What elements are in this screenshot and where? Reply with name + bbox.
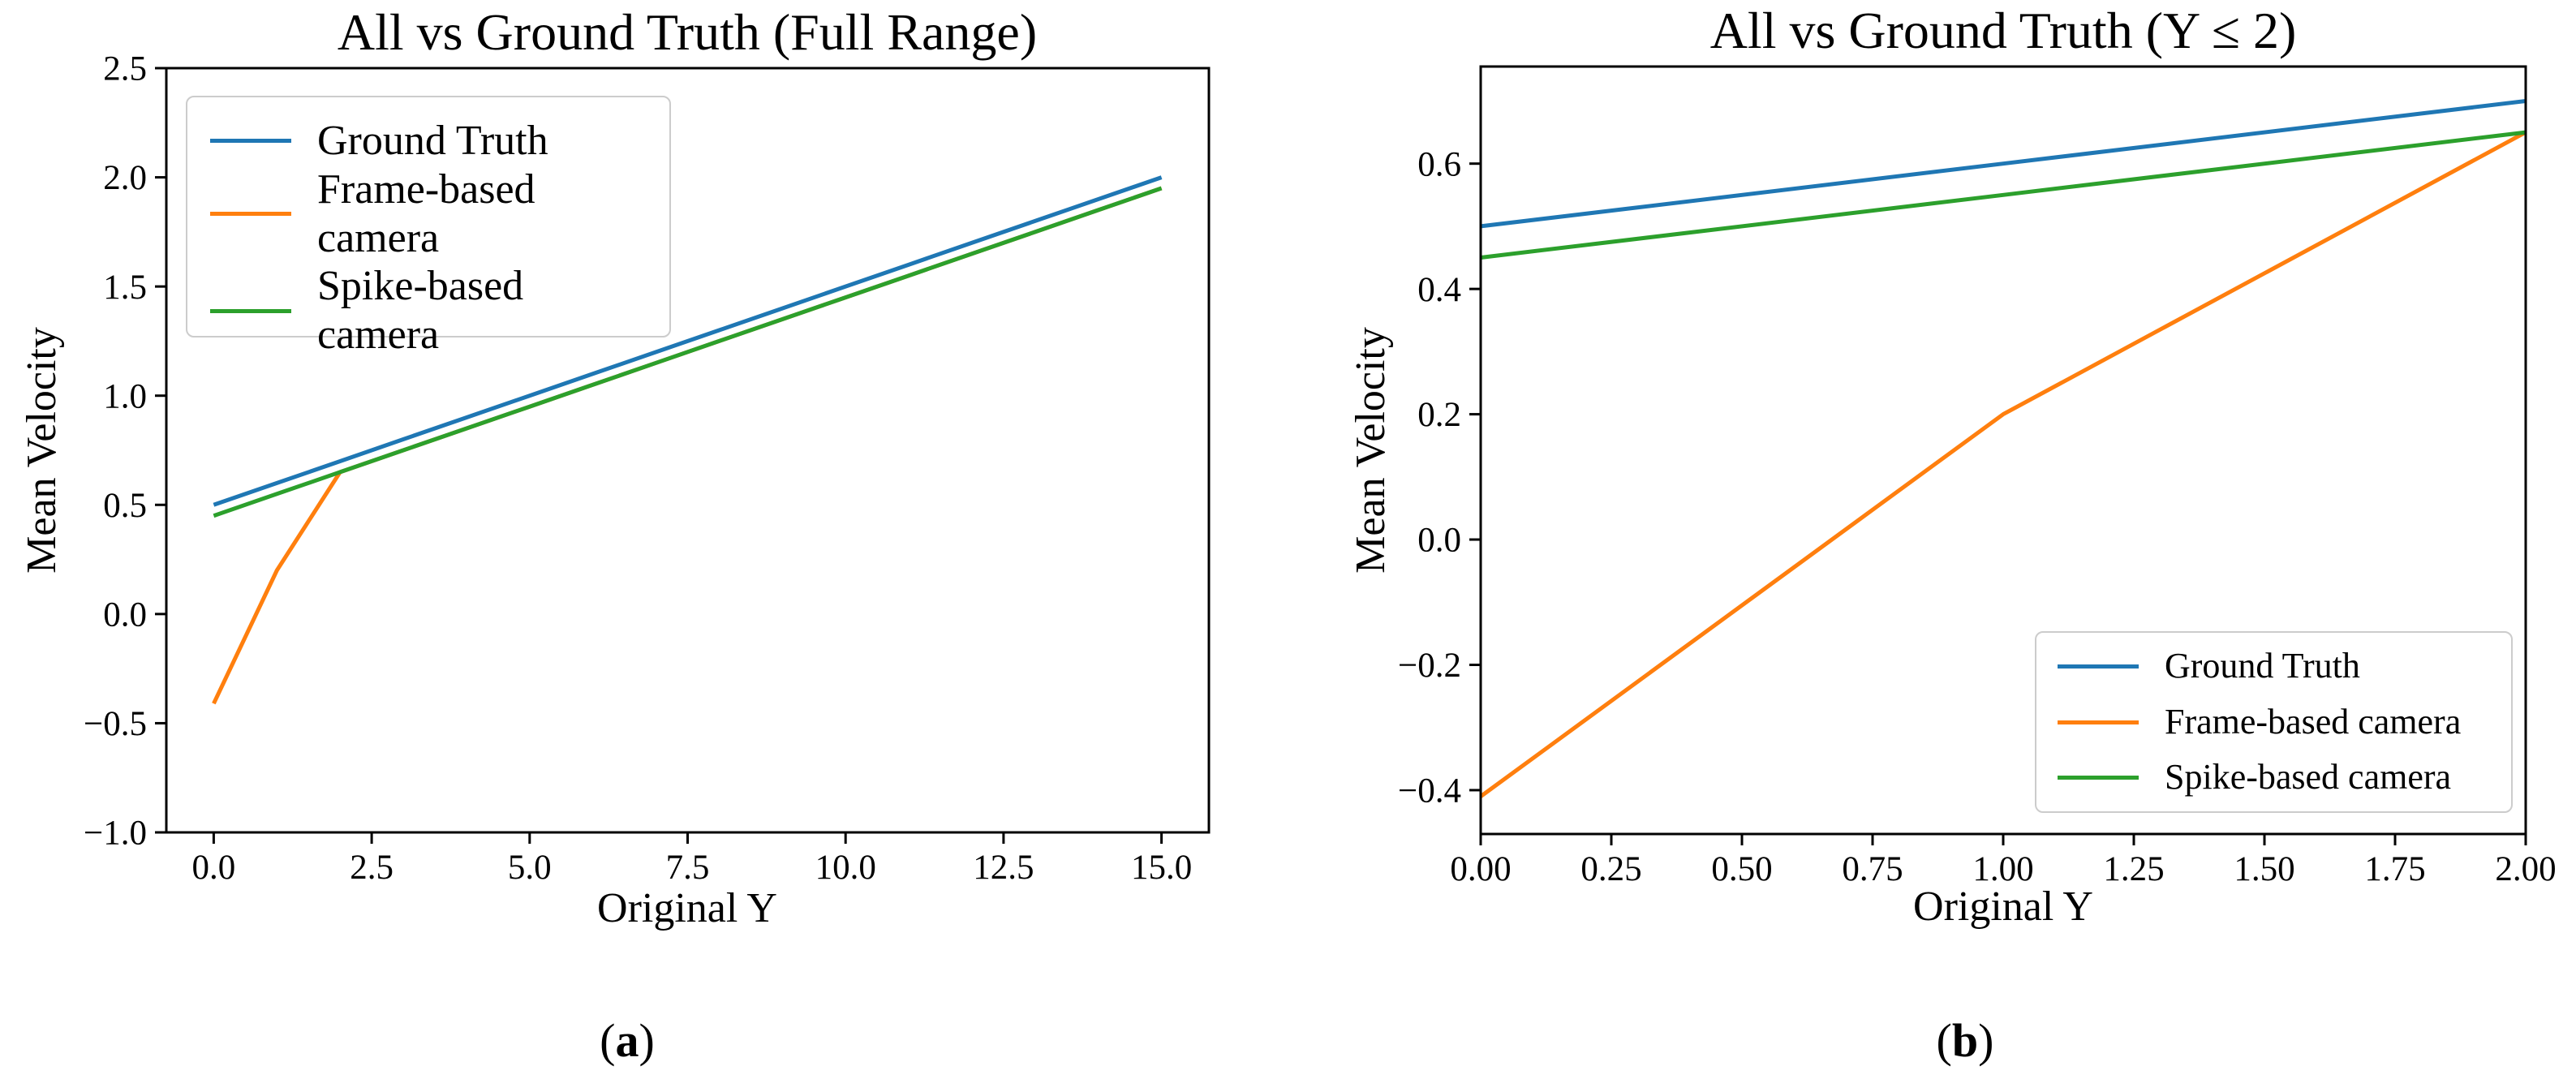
legend-swatch-frame-based-camera [210, 212, 291, 217]
caption-letter: a [615, 1014, 639, 1067]
series-line-spike-based-camera [213, 186, 1163, 518]
x-tick-label: 2.5 [350, 849, 393, 887]
y-tick-label: 0.5 [103, 487, 147, 525]
y-tick-label: −0.5 [84, 705, 147, 743]
caption-close-paren: ) [1978, 1014, 1994, 1067]
right-chart-x-axis-label: Original Y [1913, 883, 2093, 930]
y-tick-label: 1.5 [103, 269, 147, 307]
y-tick-label: 0.0 [1417, 522, 1461, 560]
left-chart-legend: Ground Truth Frame-based camera Spike-ba… [186, 96, 671, 358]
x-tick-label: 12.5 [973, 849, 1034, 887]
x-tick-label: 15.0 [1131, 849, 1192, 887]
legend-swatch-ground-truth [210, 139, 291, 144]
y-tick-label: 1.0 [103, 377, 147, 415]
right-chart-caption: (b) [1937, 1017, 1994, 1064]
right-chart-y-axis-label: Mean Velocity [1348, 327, 1394, 574]
legend-swatch-spike-based-camera [2058, 776, 2139, 780]
y-tick-label: −0.4 [1398, 772, 1461, 810]
series-line-frame-based-camera [1479, 130, 2527, 798]
right-chart-axes: 0.00 0.25 0.50 0.75 1.00 1.25 1.50 1.75 2.00 −0.4… [1398, 65, 2557, 888]
y-tick-label: 2.0 [103, 159, 147, 197]
left-chart-x-axis-label: Original Y [597, 885, 777, 931]
legend-label-spike-based-camera: Spike-based camera [317, 263, 524, 359]
x-tick-label: 2.00 [2495, 850, 2556, 888]
x-tick-label: 0.50 [1711, 850, 1772, 888]
x-tick-label: 5.0 [508, 849, 552, 887]
legend-label-ground-truth: Ground Truth [2165, 646, 2360, 686]
legend-row-frame-based-camera: Frame-based camera [2058, 702, 2490, 743]
legend-label-frame-based-camera: Frame-based camera [317, 166, 535, 261]
left-chart-axes: 0.0 2.5 5.0 7.5 10.0 12.5 15.0 −1.0 −0.5 0.0 0.5 1.… [84, 50, 1211, 887]
x-tick-label: 7.5 [666, 849, 710, 887]
left-chart-y-axis-label: Mean Velocity [19, 327, 65, 574]
y-tick-label: 0.0 [103, 595, 147, 634]
y-tick-label: 0.4 [1417, 271, 1461, 309]
legend-row-frame-based-camera: Frame-based camera [210, 166, 647, 263]
legend-swatch-frame-based-camera [2058, 720, 2139, 724]
y-tick-label: −0.2 [1398, 647, 1461, 685]
caption-open-paren: ( [1936, 1014, 1952, 1067]
y-tick-label: 2.5 [103, 50, 147, 88]
y-tick-label: 0.2 [1417, 396, 1461, 434]
left-chart-title: All vs Ground Truth (Full Range) [337, 3, 1038, 61]
y-tick-label: −1.0 [84, 815, 147, 853]
caption-open-paren: ( [600, 1014, 616, 1067]
x-tick-label: 10.0 [815, 849, 876, 887]
x-tick-label: 0.25 [1580, 850, 1641, 888]
x-tick-label: 1.25 [2103, 850, 2164, 888]
legend-swatch-spike-based-camera [210, 308, 291, 313]
legend-row-ground-truth: Ground Truth [210, 117, 647, 166]
caption-letter: b [1951, 1014, 1979, 1067]
legend-label-frame-based-camera: Frame-based camera [2165, 701, 2462, 742]
right-chart-legend: Ground Truth Frame-based camera Spike-ba… [2035, 631, 2513, 813]
legend-row-spike-based-camera: Spike-based camera [210, 262, 647, 359]
x-tick-label: 1.00 [1972, 850, 2033, 888]
series-line-ground-truth [213, 175, 1163, 507]
series-line-spike-based-camera [1480, 130, 2527, 260]
legend-row-ground-truth: Ground Truth [2058, 646, 2490, 687]
legend-label-ground-truth: Ground Truth [317, 118, 548, 164]
x-tick-label: 0.75 [1842, 850, 1903, 888]
series-line-ground-truth [1480, 99, 2527, 229]
legend-label-spike-based-camera: Spike-based camera [2165, 757, 2452, 798]
x-tick-label: 1.50 [2234, 850, 2294, 888]
legend-row-spike-based-camera: Spike-based camera [2058, 757, 2490, 798]
y-tick-label: 0.6 [1417, 145, 1461, 183]
right-chart-title: All vs Ground Truth (Y ≤ 2) [1709, 2, 2297, 59]
left-chart-caption: (a) [600, 1017, 655, 1064]
x-tick-label: 1.75 [2364, 850, 2425, 888]
legend-swatch-ground-truth [2058, 664, 2139, 669]
x-tick-label: 0.00 [1450, 850, 1511, 888]
x-tick-label: 0.0 [192, 849, 236, 887]
caption-close-paren: ) [639, 1014, 655, 1067]
